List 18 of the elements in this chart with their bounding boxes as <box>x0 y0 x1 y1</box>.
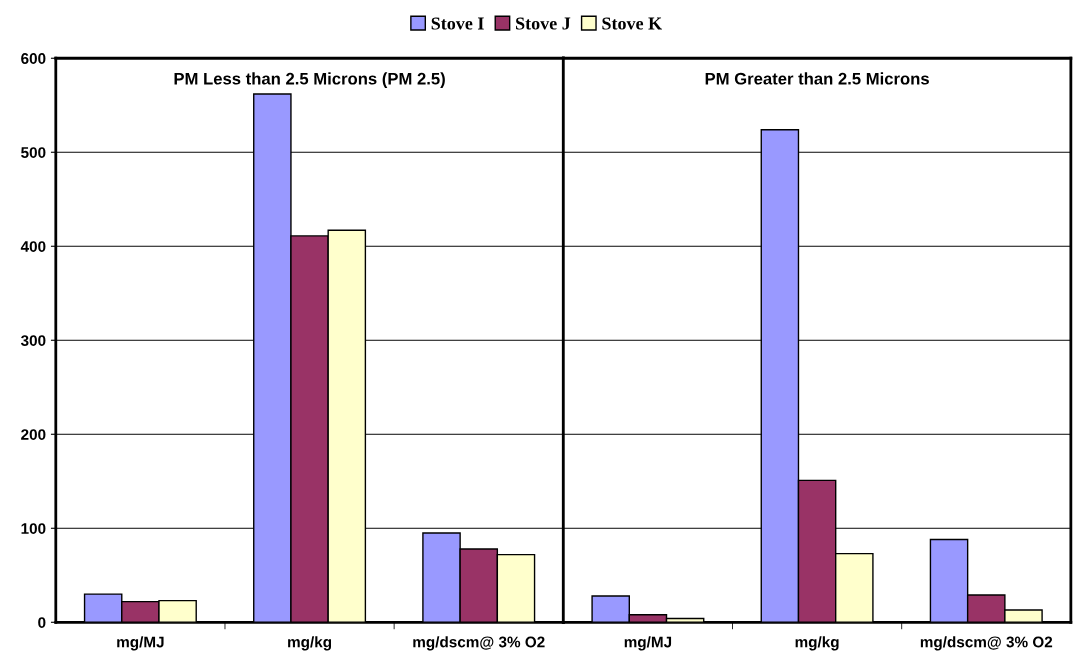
y-tick-label: 600 <box>21 53 46 64</box>
legend-label: Stove I <box>431 17 484 30</box>
text: PM Greater than 2.5 Microns <box>705 72 929 85</box>
x-tick-label: mg/kg <box>795 636 839 651</box>
y-tick-label: 100 <box>21 523 46 534</box>
y-tick-label: 500 <box>21 147 46 158</box>
x-tick-label: mg/MJ <box>117 636 164 651</box>
x-tick-label: mg/dscm@ 3% O2 <box>413 636 545 651</box>
y-tick-label: 200 <box>21 429 46 440</box>
text: PM Less than 2.5 Microns (PM 2.5) <box>174 72 445 88</box>
y-tick-label: 0 <box>38 617 46 628</box>
y-tick-label: 400 <box>20 241 46 252</box>
legend-label: Stove J <box>516 17 571 30</box>
x-tick-label: mg/MJ <box>624 636 672 651</box>
x-tick-label: mg/dscm@ 3% O2 <box>920 636 1053 651</box>
y-tick-label: 300 <box>20 335 46 346</box>
x-tick-label: mg/kg <box>288 636 332 651</box>
legend-label: Stove K <box>602 17 662 30</box>
